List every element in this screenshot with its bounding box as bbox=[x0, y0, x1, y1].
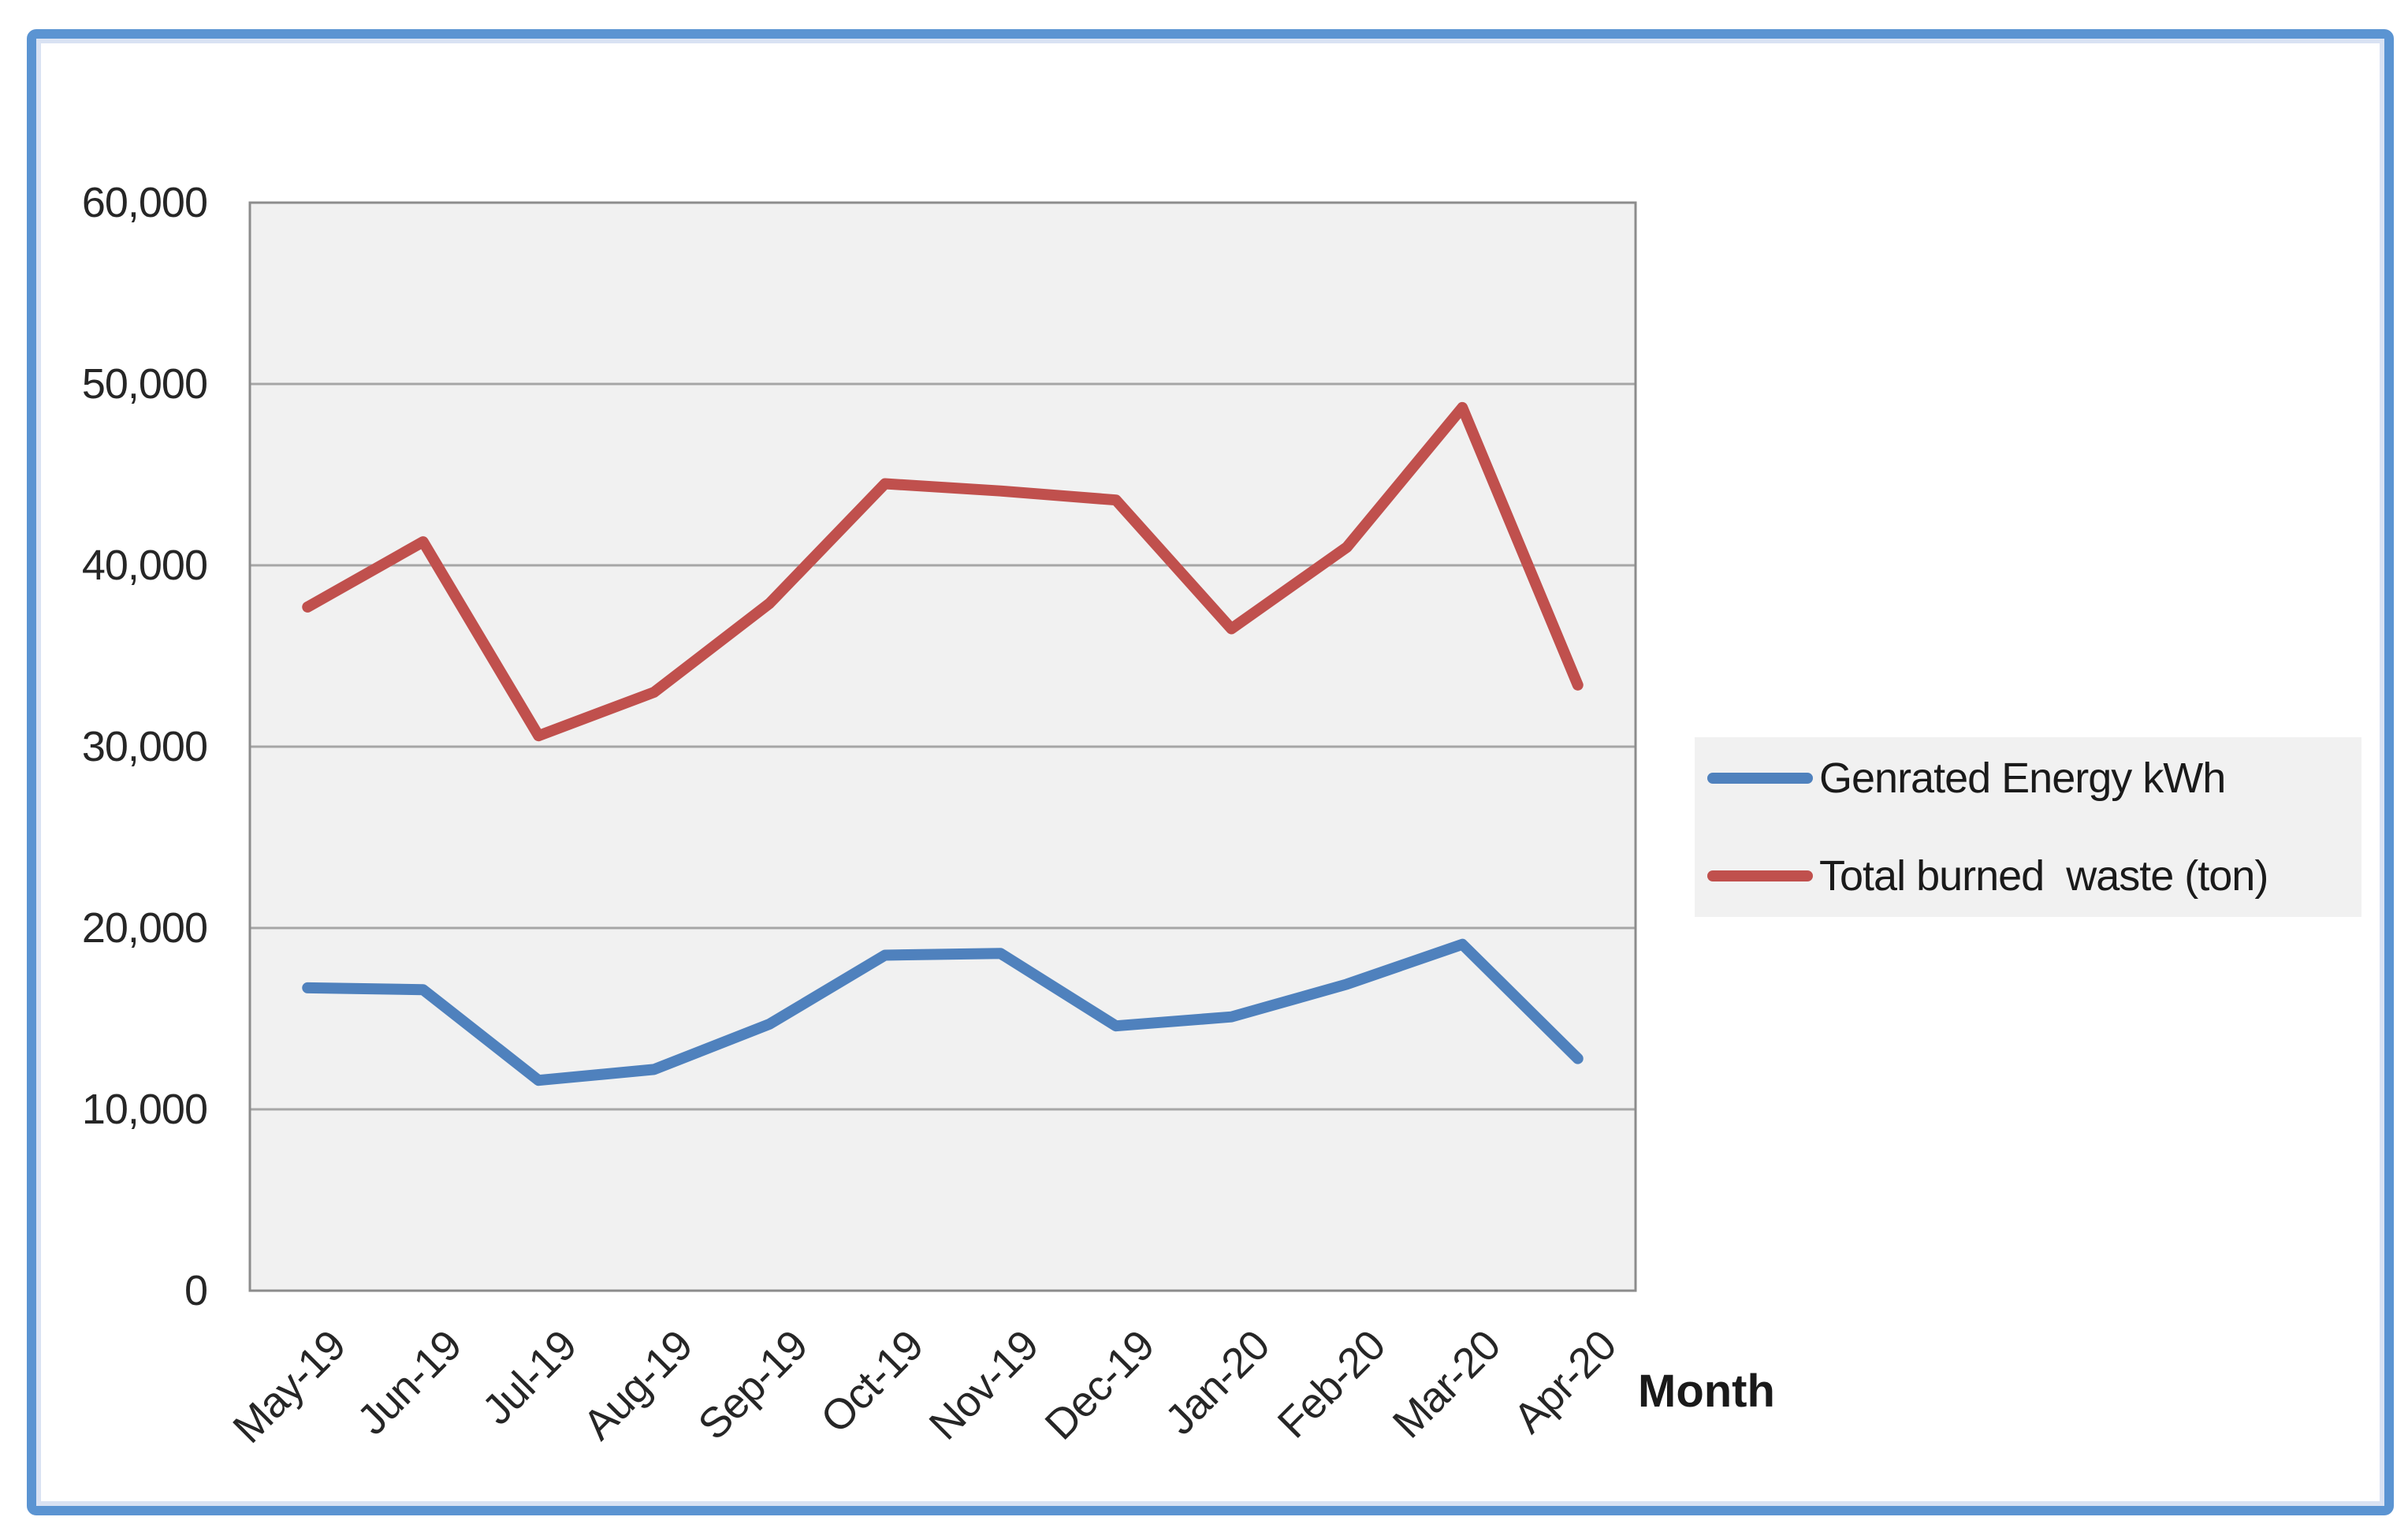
series-line-generated-energy bbox=[302, 938, 1584, 1086]
legend-item: Genrated Energy kWh bbox=[1707, 754, 2361, 803]
series-line-burned-waste bbox=[302, 401, 1584, 742]
x-axis-title: Month bbox=[1638, 1366, 1775, 1417]
legend-label: Total burned waste (ton) bbox=[1819, 852, 2268, 900]
y-axis-tick-label: 10,000 bbox=[81, 1086, 208, 1133]
y-axis-tick-label: 40,000 bbox=[81, 542, 208, 589]
legend-box: Genrated Energy kWh Total burned waste (t… bbox=[1695, 737, 2361, 917]
plot-border bbox=[248, 201, 1637, 1292]
legend-line-swatch-blue bbox=[1707, 773, 1813, 784]
legend-line-swatch-red bbox=[1707, 870, 1813, 881]
y-axis-tick-label: 20,000 bbox=[81, 904, 208, 952]
y-axis-tick-label: 30,000 bbox=[81, 723, 208, 770]
y-axis-tick-label: 60,000 bbox=[81, 179, 208, 226]
legend-item: Total burned waste (ton) bbox=[1707, 852, 2361, 900]
y-axis-tick-label: 50,000 bbox=[81, 360, 208, 408]
y-axis-tick-label: 0 bbox=[184, 1267, 208, 1314]
legend-label: Genrated Energy kWh bbox=[1819, 755, 2226, 802]
